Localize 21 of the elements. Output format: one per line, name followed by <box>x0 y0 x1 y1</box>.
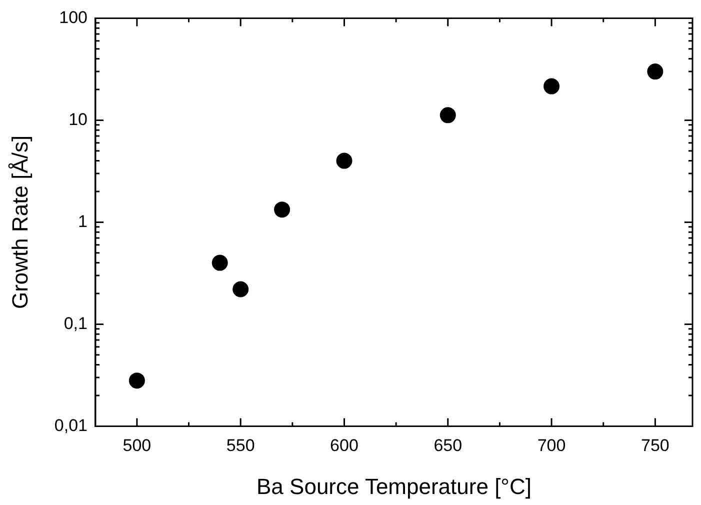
x-tick-label: 550 <box>226 436 255 456</box>
x-tick-label: 650 <box>434 436 462 456</box>
point <box>212 254 228 271</box>
point <box>440 107 456 124</box>
y-tick-label: 0,1 <box>64 314 88 333</box>
x-axis-title: Ba Source Temperature [°C] <box>256 474 532 499</box>
point <box>647 64 664 80</box>
x-tick-label: 750 <box>641 436 670 456</box>
y-tick-label: 10 <box>68 110 88 129</box>
y-tick-label: 1 <box>78 212 88 231</box>
x-tick-label: 500 <box>122 436 152 456</box>
point <box>544 78 560 94</box>
x-tick-label: 700 <box>537 436 566 456</box>
y-axis-title: Growth Rate [Å/s] <box>7 135 32 310</box>
point <box>274 202 290 218</box>
point <box>232 281 249 298</box>
x-tick-label: 600 <box>330 436 358 456</box>
y-tick-label: 100 <box>59 8 88 27</box>
y-tick-label: 0,01 <box>54 416 88 435</box>
point <box>336 152 352 169</box>
point <box>128 372 145 389</box>
